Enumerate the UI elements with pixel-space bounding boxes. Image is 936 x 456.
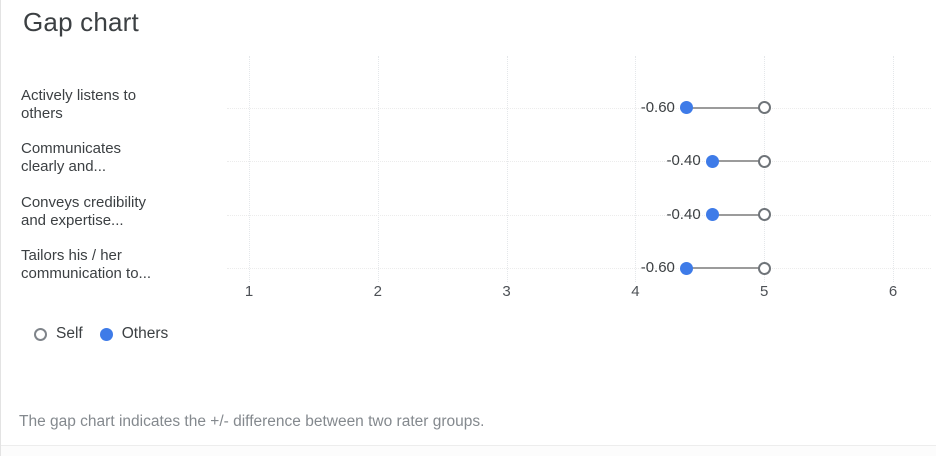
self-data-point[interactable]	[757, 208, 771, 222]
gridline-horizontal	[227, 161, 931, 163]
page-title: Gap chart	[23, 7, 139, 37]
category-label-line: others	[21, 104, 63, 122]
others-data-point[interactable]	[706, 154, 720, 168]
gridline-horizontal	[227, 214, 931, 216]
others-data-point[interactable]	[680, 101, 694, 115]
open-circle-icon	[34, 327, 47, 341]
category-label: Actively listens to others	[21, 87, 236, 123]
gridline-vertical	[764, 56, 766, 282]
gridline-vertical	[377, 56, 379, 282]
gap-value-label: -0.40	[666, 152, 701, 170]
category-label-line: Actively listens to	[21, 86, 137, 104]
x-axis-tick-label: 2	[373, 283, 382, 300]
filled-circle-icon	[99, 327, 113, 341]
x-axis-tick-label: 3	[502, 283, 511, 300]
others-data-point[interactable]	[680, 261, 694, 275]
category-label-line: communication to...	[21, 265, 152, 283]
footer-note: The gap chart indicates the +/- differen…	[19, 413, 485, 430]
category-label: Tailors his / her communication to...	[21, 247, 236, 283]
category-label-line: Communicates	[21, 140, 122, 158]
legend-item-self[interactable]: Self	[34, 325, 83, 343]
gap-value-label: -0.60	[640, 259, 675, 277]
connector-line	[686, 267, 765, 270]
category-label-line: and expertise...	[21, 211, 124, 229]
gridline-vertical	[506, 56, 508, 282]
self-data-point[interactable]	[757, 261, 771, 275]
gridline-vertical	[249, 56, 250, 282]
others-data-point[interactable]	[706, 208, 720, 222]
x-axis-tick-label: 5	[760, 283, 769, 300]
x-axis-tick-label: 6	[888, 283, 898, 300]
self-data-point[interactable]	[757, 154, 771, 168]
category-label: Conveys credibility and expertise...	[21, 194, 236, 230]
category-label-line: clearly and...	[21, 158, 107, 176]
connector-line	[712, 160, 765, 163]
connector-line	[686, 106, 765, 109]
category-label-line: Tailors his / her	[21, 247, 122, 265]
gridline-horizontal	[227, 107, 931, 109]
gridline-vertical	[635, 56, 637, 282]
legend-label-self: Self	[56, 325, 83, 342]
category-label-line: Conveys credibility	[21, 193, 147, 211]
gridline-horizontal	[227, 268, 931, 270]
connector-line	[712, 213, 765, 216]
x-axis-tick-label: 1	[244, 283, 254, 300]
chart-legend: Self Others	[34, 325, 168, 343]
bottom-divider	[1, 445, 936, 456]
gridline-vertical	[893, 56, 894, 282]
category-label: Communicates clearly and...	[21, 140, 236, 176]
legend-item-others[interactable]: Others	[99, 325, 169, 343]
gap-value-label: -0.60	[640, 98, 675, 116]
legend-label-others: Others	[121, 325, 169, 342]
self-data-point[interactable]	[757, 101, 771, 115]
x-axis-tick-label: 4	[631, 283, 640, 300]
gap-value-label: -0.40	[666, 205, 701, 223]
